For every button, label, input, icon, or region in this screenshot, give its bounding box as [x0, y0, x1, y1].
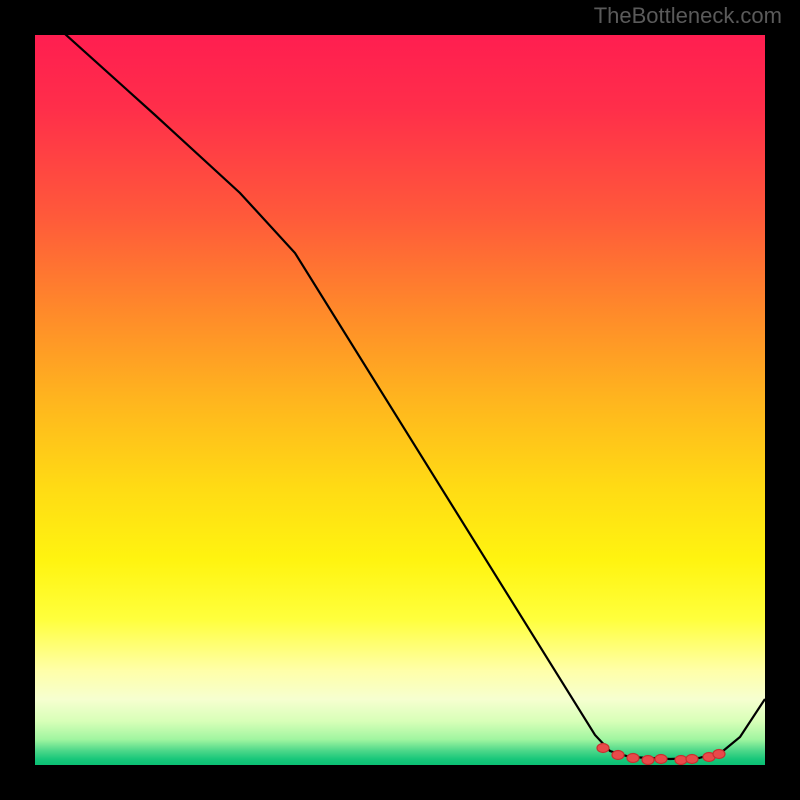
chart-marker: [642, 756, 654, 765]
chart-marker: [655, 755, 667, 764]
chart-marker: [713, 750, 725, 759]
chart-line: [35, 35, 765, 759]
chart-marker: [597, 744, 609, 753]
chart-marker: [627, 754, 639, 763]
chart-marker: [686, 755, 698, 764]
chart-markers: [597, 744, 725, 765]
chart-svg: [35, 35, 765, 765]
chart-marker: [675, 756, 687, 765]
chart-plot-area: [35, 35, 765, 765]
watermark-text: TheBottleneck.com: [594, 3, 782, 29]
chart-marker: [612, 751, 624, 760]
